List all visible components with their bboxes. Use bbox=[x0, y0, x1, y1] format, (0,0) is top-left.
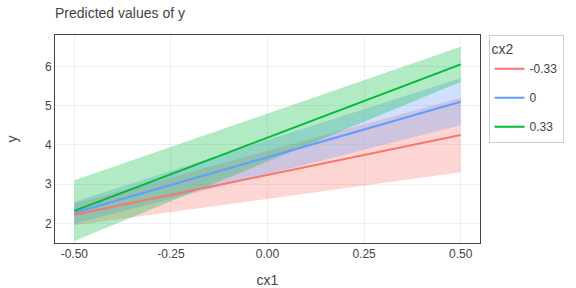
svg-text:2: 2 bbox=[45, 217, 52, 231]
svg-text:6: 6 bbox=[45, 60, 52, 74]
svg-text:Predicted values of y: Predicted values of y bbox=[55, 5, 185, 21]
svg-text:5: 5 bbox=[45, 99, 52, 113]
svg-text:-0.25: -0.25 bbox=[157, 247, 185, 261]
svg-text:-0.50: -0.50 bbox=[61, 247, 89, 261]
svg-text:0.33: 0.33 bbox=[530, 120, 554, 134]
svg-text:y: y bbox=[4, 136, 20, 143]
svg-text:cx1: cx1 bbox=[257, 272, 279, 288]
svg-text:4: 4 bbox=[45, 138, 52, 152]
svg-text:-0.33: -0.33 bbox=[530, 62, 558, 76]
svg-text:cx2: cx2 bbox=[492, 41, 514, 57]
svg-text:0.25: 0.25 bbox=[352, 247, 376, 261]
svg-text:0: 0 bbox=[530, 91, 537, 105]
svg-text:0.00: 0.00 bbox=[256, 247, 280, 261]
svg-text:3: 3 bbox=[45, 177, 52, 191]
svg-text:0.50: 0.50 bbox=[449, 247, 473, 261]
